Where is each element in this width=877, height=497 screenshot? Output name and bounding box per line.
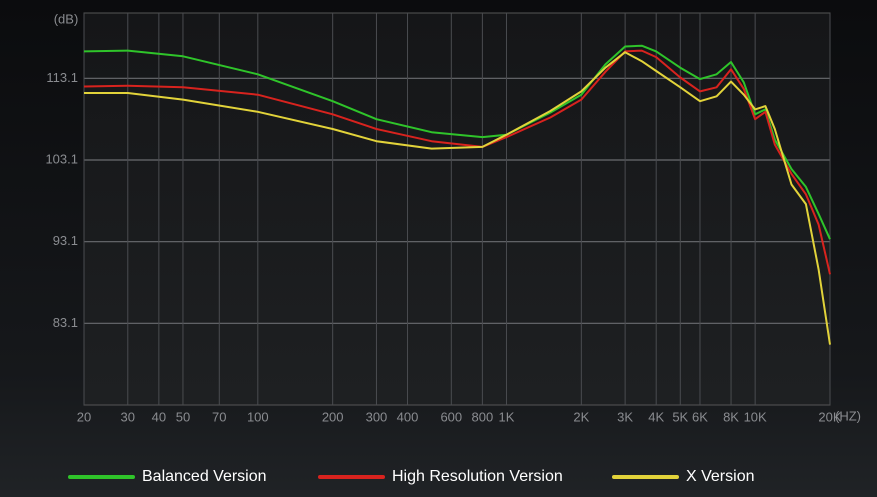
x-tick-label: 5K [672,409,688,424]
x-tick-label: 300 [366,409,388,424]
legend-label: High Resolution Version [392,468,563,485]
x-tick-label: 70 [212,409,226,424]
x-axis-label: (HZ) [835,408,861,423]
legend-label: Balanced Version [142,468,267,485]
x-tick-label: 30 [121,409,135,424]
x-tick-label: 20K [818,409,841,424]
x-tick-label: 400 [397,409,419,424]
x-tick-label: 1K [499,409,515,424]
series-line [83,49,831,275]
x-tick-label: 50 [176,409,190,424]
x-tick-label: 3K [617,409,633,424]
y-tick-label: 103.1 [45,151,78,166]
x-tick-label: 40 [152,409,166,424]
y-tick-label: 113.1 [46,70,78,85]
x-tick-label: 10K [744,409,767,424]
legend-label: X Version [686,468,754,485]
x-tick-label: 200 [322,409,344,424]
x-tick-label: 800 [472,409,494,424]
x-tick-label: 600 [440,409,462,424]
y-axis-label: (dB) [54,11,79,26]
x-tick-label: 8K [723,409,739,424]
x-tick-label: 4K [648,409,664,424]
x-tick-label: 100 [247,409,269,424]
x-tick-label: 2K [573,409,589,424]
series-line [84,51,831,345]
series-line [83,44,831,240]
y-tick-label: 83.1 [53,315,78,330]
y-tick-label: 93.1 [53,233,78,248]
x-tick-label: 6K [692,409,708,424]
x-tick-label: 20 [77,409,91,424]
